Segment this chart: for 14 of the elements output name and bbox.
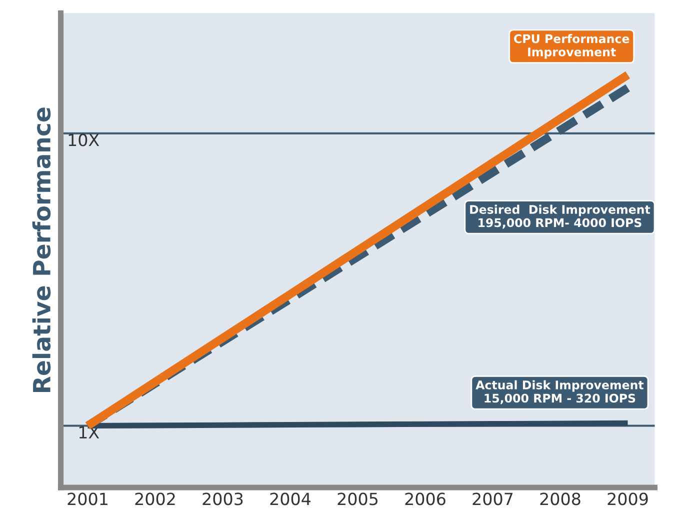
y-tick-label: 10X — [68, 134, 100, 146]
x-tick-label: 2008 — [540, 492, 580, 506]
series-label: CPU Performance Improvement — [514, 34, 630, 59]
x-tick-label: 2007 — [472, 492, 513, 506]
x-tick-label: 2009 — [608, 492, 648, 506]
x-tick-label: 2001 — [68, 492, 108, 506]
x-tick-label: 2005 — [338, 492, 378, 506]
x-tick-label: 2002 — [135, 492, 175, 506]
series-label: Desired Disk Improvement 195,000 RPM- 4000 IOPS — [470, 204, 650, 229]
x-tick-label: 2003 — [202, 492, 243, 506]
series-label: Actual Disk Improvement 15,000 RPM - 320 IOPS — [476, 380, 644, 404]
x-tick-label: 2004 — [270, 492, 311, 506]
y-axis-title: Relative Performance — [32, 108, 51, 392]
x-tick-label: 2006 — [405, 492, 446, 506]
